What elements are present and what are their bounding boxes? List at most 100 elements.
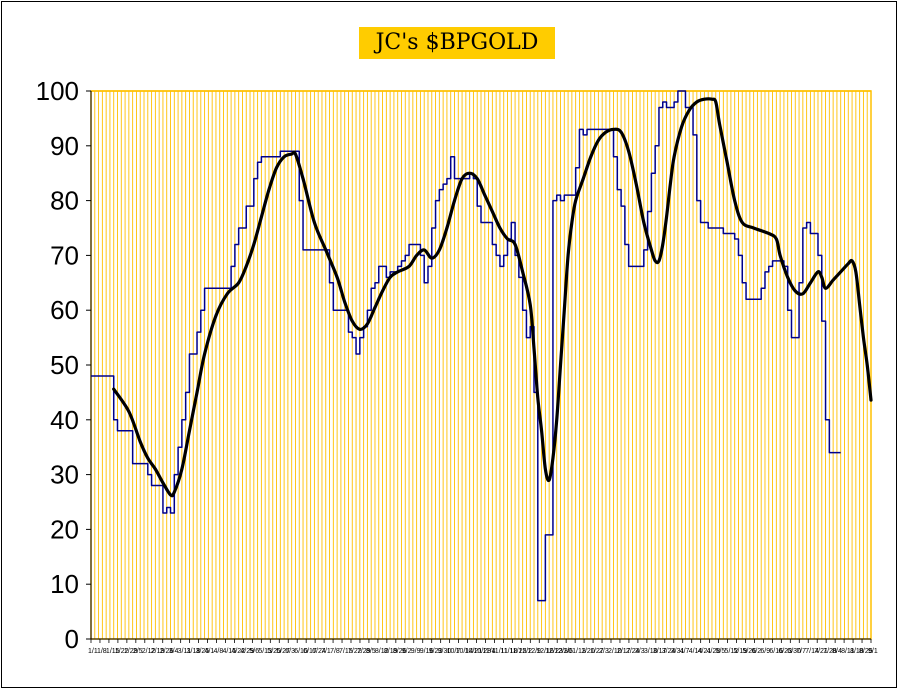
x-tick-label: 5/20 [267,648,281,655]
x-tick-label: 3/31 [671,648,685,655]
x-tick-label: 2/12 [142,648,156,655]
x-tick-label: 3/3 [635,648,645,655]
x-tick-label: 1/6 [563,648,573,655]
x-tick-label: 11/18 [500,648,517,655]
series-line-0 [91,90,841,602]
x-tick-label: 4/22 [231,648,245,655]
x-tick-label: 3/18 [187,648,201,655]
chart-title: JC's $BPGOLD [359,27,555,59]
x-tick-label: 3/10 [644,648,658,655]
y-tick-label: 30 [50,460,79,490]
y-axis: 0 10 20 30 40 50 60 70 80 90 100 [36,76,92,654]
x-tick-label: 4/7 [680,648,690,655]
x-tick-label: 4/8 [214,648,224,655]
x-tick-label: 10/21 [465,648,483,655]
x-tick-label: 4/29 [240,648,254,655]
y-tick-label: 60 [50,295,79,325]
x-tick-label: 2/3 [599,648,609,655]
x-tick-label: 12/30 [554,648,572,655]
x-tick-label: 4/1 [205,648,215,655]
x-tick-label: 5/19 [734,648,748,655]
x-tick-label: 3/17 [653,648,667,655]
x-tick-label: 3/4 [169,648,179,655]
x-tick-label: 2/24 [626,648,640,655]
x-tick-label: 1/27 [590,648,604,655]
x-tick-label: 5/6 [249,648,259,655]
x-tick-label: 1/8 [97,648,107,655]
x-tick-label: 8/25 [859,648,873,655]
x-tick-label: 8/26 [393,648,407,655]
x-tick-label: 5/5 [716,648,726,655]
x-tick-label: 4/28 [707,648,721,655]
x-tick-label: 10/14 [456,648,474,655]
x-tick-label: 7/22 [348,648,362,655]
y-tick-label: 50 [50,350,79,380]
x-tick-label: 12/16 [536,648,554,655]
x-tick-label: 1/1 [88,648,98,655]
x-tick-label: 8/4 [832,648,842,655]
x-tick-label: 12/23 [545,648,563,655]
x-tick-label: 4/14 [689,648,703,655]
x-tick-label: 9/2 [402,648,412,655]
x-tick-label: 11/25 [509,648,526,655]
x-tick-label: 9/30 [438,648,452,655]
x-tick-label: 2/19 [151,648,165,655]
x-tick-label: 6/24 [312,648,326,655]
x-tick-label: 6/3 [285,648,295,655]
x-tick-label: 9/16 [420,648,434,655]
series-line-1 [112,97,873,498]
x-tick-label: 7/7 [796,648,806,655]
x-tick-label: 12/9 [527,648,541,655]
y-tick-label: 40 [50,405,79,435]
x-tick-label: 8/5 [366,648,376,655]
x-tick-label: 9/23 [429,648,443,655]
x-tick-label: 6/23 [778,648,792,655]
x-tick-label: 2/5 [133,648,143,655]
x-tick-label: 5/27 [276,648,290,655]
x-tick-label: 7/8 [330,648,340,655]
x-tick-label: 1/13 [572,648,586,655]
series-layer [91,90,873,602]
y-tick-label: 100 [36,76,79,106]
x-tick-label: 6/2 [751,648,761,655]
y-tick-label: 10 [50,569,79,599]
x-tick-label: 8/11 [841,648,854,655]
x-tick-label: 1/20 [581,648,595,655]
x-tick-label: 4/21 [698,648,712,655]
y-tick-label: 20 [50,514,79,544]
y-tick-label: 80 [50,186,79,216]
x-tick-label: 2/10 [608,648,622,655]
x-tick-label: 3/24 [662,648,676,655]
x-tick-label: 1/22 [115,648,129,655]
x-tick-label: 7/1 [321,648,331,655]
x-tick-label: 7/15 [339,648,353,655]
x-tick-label: 2/17 [617,648,631,655]
x-tick-label: 6/30 [787,648,801,655]
x-tick-label: 7/14 [805,648,819,655]
x-tick-label: 6/9 [760,648,770,655]
x-tick-label: 5/12 [725,648,739,655]
x-tick-label: 7/21 [814,648,828,655]
x-tick-label: 11/4 [482,648,495,655]
x-tick-label: 10/7 [447,648,461,655]
x-tick-label: 6/10 [294,648,308,655]
x-tick-label: 11/11 [491,648,508,655]
y-tick-label: 70 [50,240,79,270]
x-tick-label: 8/12 [375,648,389,655]
x-tick-label: 3/11 [178,648,191,655]
x-tick-label: 6/16 [769,648,783,655]
x-tick-label: 5/13 [258,648,272,655]
x-tick-label: 2/26 [160,648,174,655]
x-tick-label: 4/15 [222,648,236,655]
x-tick-label: 5/26 [742,648,756,655]
y-tick-label: 0 [65,624,79,654]
y-tick-label: 90 [50,131,79,161]
x-tick-label: 1/15 [106,648,120,655]
x-tick-label: 10/28 [474,648,492,655]
x-tick-label: 8/19 [384,648,398,655]
x-tick-label: 7/29 [357,648,371,655]
x-tick-label: 12/2 [518,648,532,655]
x-tick-label: 8/18 [850,648,864,655]
gridlines [90,90,872,639]
